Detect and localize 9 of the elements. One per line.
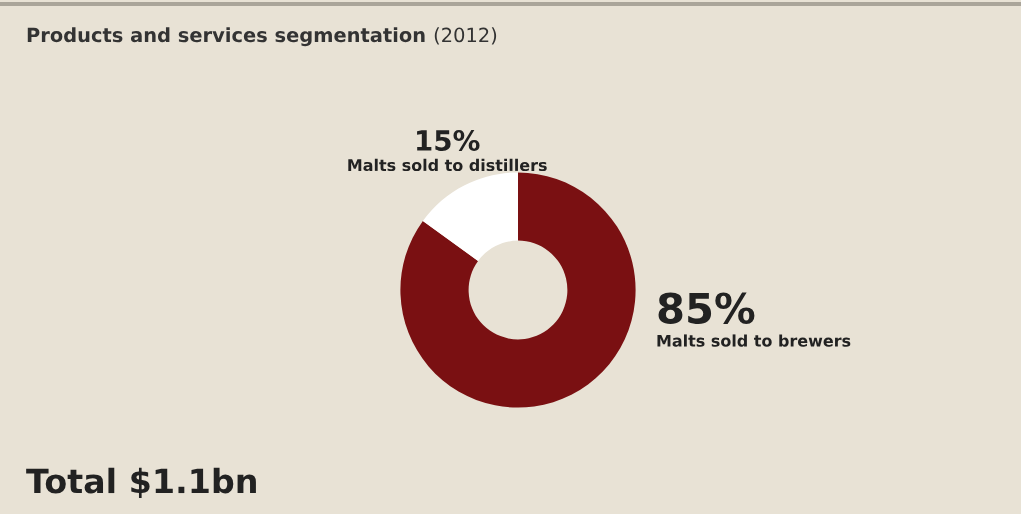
donut-slice: [400, 172, 636, 408]
chart-subtitle: (2012): [434, 27, 497, 45]
data-label: 15%: [417, 129, 480, 151]
donut-slice: [422, 172, 518, 261]
text: Total $1.1bn: [26, 467, 256, 498]
chart-title: Products and services segmentation: [27, 27, 425, 47]
slice-label: Malts sold to brewers: [657, 334, 851, 347]
slice-label: Malts sold to distillers: [348, 158, 547, 172]
data-label: 85%: [658, 292, 755, 324]
